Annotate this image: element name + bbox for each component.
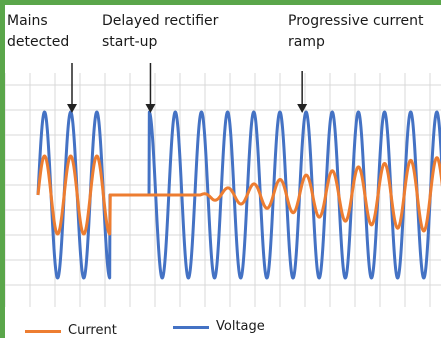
annotation-line: Delayed rectifier <box>102 13 219 29</box>
annotation-mains-detected: Mains detected <box>7 11 69 53</box>
legend-voltage-label: Voltage <box>216 319 265 334</box>
current-series <box>36 154 441 236</box>
annotation-progressive-ramp: Progressive current ramp <box>288 11 424 53</box>
voltage-series <box>36 110 441 280</box>
annotation-line: ramp <box>288 34 325 50</box>
event-arrows <box>67 63 308 113</box>
event-arrow-head <box>67 104 77 113</box>
annotation-delayed-start: Delayed rectifier start-up <box>102 11 218 53</box>
legend-voltage-swatch <box>173 325 209 329</box>
annotation-line: Mains <box>7 13 48 29</box>
current-line <box>36 154 441 236</box>
annotation-line: start-up <box>102 34 158 50</box>
legend-current: Current <box>25 323 117 338</box>
annotation-line: Progressive current <box>288 13 424 29</box>
event-arrow-head <box>297 104 308 113</box>
voltage-line <box>36 110 441 280</box>
legend-current-label: Current <box>68 323 117 338</box>
annotation-line: detected <box>7 34 70 50</box>
event-arrow-head <box>145 104 156 113</box>
waveform-plot <box>5 63 441 307</box>
legend-current-swatch <box>25 329 61 333</box>
legend-voltage: Voltage <box>173 319 265 335</box>
